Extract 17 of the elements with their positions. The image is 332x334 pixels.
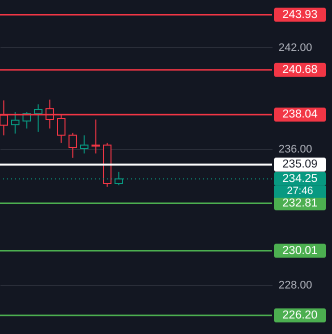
- candlestick: [80, 134, 88, 154]
- ref-line-label: 243.93: [282, 8, 318, 21]
- y-tick-label: 228.00: [278, 279, 312, 292]
- ref-line-label: 232.81: [282, 197, 318, 210]
- y-tick-label: 242.00: [278, 42, 312, 54]
- y-tick-label: 236.00: [278, 144, 312, 156]
- text: 27:46: [286, 184, 314, 197]
- candlestick: [11, 112, 20, 134]
- ref-line-label: 230.01: [282, 244, 318, 257]
- ref-line-label: 234.25: [282, 172, 318, 185]
- candlestick: [34, 104, 42, 132]
- ref-line-label: 238.04: [282, 108, 318, 121]
- ref-line-label: 240.68: [282, 64, 318, 76]
- ref-line-label: 235.09: [282, 158, 318, 171]
- candlestick: [92, 119, 100, 154]
- candlestick: [68, 132, 77, 158]
- ref-line-label: 226.20: [282, 309, 318, 322]
